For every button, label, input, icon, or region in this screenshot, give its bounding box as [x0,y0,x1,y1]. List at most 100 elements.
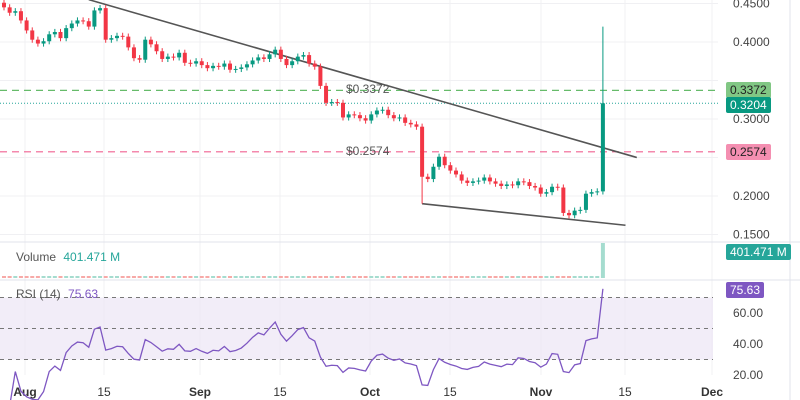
volume-bar [567,276,571,278]
candle-body [205,65,210,69]
candle-body [583,193,588,210]
candle-body [397,117,402,119]
candle-body [561,187,566,213]
volume-bar [403,276,408,278]
candle-body [516,181,521,186]
candle-body [109,38,114,40]
candle-body [482,177,487,181]
candle-body [165,56,170,59]
volume-bar [357,276,362,278]
time-axis-tick: 15 [273,385,287,399]
volume-bar [374,276,379,278]
candle-body [295,56,300,62]
volume-bar [81,276,86,278]
candle-body [278,49,283,59]
candle-body [171,56,176,58]
volume-bar [335,276,340,278]
volume-bar [295,276,300,278]
candle-body [199,61,204,66]
candle-body [273,49,278,55]
volume-legend: Volume 401.471 M [16,250,120,264]
time-axis-tick: Nov [530,385,553,399]
volume-bar [454,276,458,278]
volume-bar [256,276,261,278]
volume-bar [216,276,221,278]
candle-body [510,184,515,186]
candle-body [126,36,131,48]
candle-body [160,51,165,59]
volume-bar [437,276,442,278]
volume-bar [459,276,464,278]
volume-bar [188,276,193,278]
volume-bar [86,276,91,278]
price-tag-last: 0.3204 [726,97,771,113]
candle-body [312,63,317,67]
volume-bar [544,276,549,278]
price-axis-tick: 0.1500 [733,228,770,242]
candle-body [380,109,385,111]
rsi-line [9,288,604,400]
volume-bar [250,276,255,278]
candle-body [476,180,481,182]
volume-bar [425,276,430,278]
volume-bar [211,276,216,278]
volume-bar [18,276,23,278]
candle-body [18,11,23,21]
candle-body [600,103,605,192]
trendline [88,0,638,159]
volume-bar [476,276,481,278]
volume-bar [148,276,153,278]
candle-body [386,109,391,116]
volume-bar [182,276,187,278]
hline-label-resistance: $0.3372 [346,82,390,96]
candle-body [239,67,244,69]
volume-bar [165,276,170,278]
volume-bar [131,276,136,278]
rsi-axis-tick: 60.00 [733,306,763,320]
volume-bar [431,276,436,278]
candle-body [572,210,577,216]
volume-bar [120,276,125,278]
candle-body [228,63,232,70]
price-tag-resistance: 0.3372 [726,82,771,98]
volume-bar [13,276,18,278]
candle-body [98,8,103,11]
volume-bar [414,276,419,278]
volume-bar [284,276,289,278]
volume-bar [312,276,317,278]
candle-body [307,55,312,64]
candle-body [414,124,419,127]
volume-bar [2,276,6,278]
volume-bar [465,276,470,278]
candle-body [555,186,560,188]
volume-bar [363,276,368,278]
volume-bar [69,276,74,278]
candle-body [595,191,600,193]
candle-body [487,177,492,182]
candle-body [442,156,447,166]
candle-body [346,114,351,118]
candle-body [69,23,74,29]
price-tag-support: 0.2574 [726,144,771,160]
candle-body [403,117,408,123]
candle-body [544,192,549,194]
volume-bar [171,276,176,278]
time-axis-tick: Sep [189,385,211,399]
candle-body [465,180,470,183]
volume-bar [75,276,80,278]
candle-body [391,115,396,119]
candle-body [538,187,543,194]
candle-body [216,65,221,67]
volume-bar [386,276,391,278]
volume-bar [550,276,555,278]
volume-legend-title: Volume [16,250,57,264]
candle-body [499,183,504,186]
candle-body [92,10,97,27]
volume-bar [35,276,40,278]
candle-body [521,181,526,183]
candle-body [437,156,442,167]
candle-body [115,35,119,39]
volume-bar [239,276,244,278]
candle-body [86,21,91,27]
